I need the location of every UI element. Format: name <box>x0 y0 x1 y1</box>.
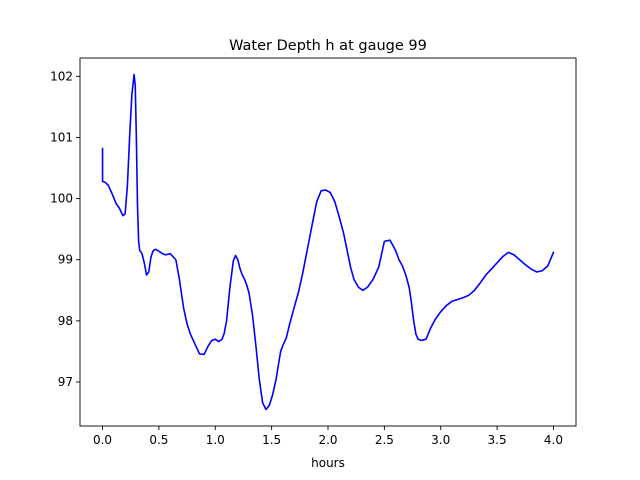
chart-title: Water Depth h at gauge 99 <box>229 38 427 54</box>
x-tick-label: 4.0 <box>544 433 563 447</box>
y-tick-label: 101 <box>50 130 73 144</box>
plot-area <box>79 57 577 427</box>
x-tick-label: 2.0 <box>318 433 337 447</box>
y-tick-label: 97 <box>58 375 73 389</box>
x-tick-label: 1.0 <box>206 433 225 447</box>
series-line <box>101 73 555 411</box>
x-axis-label: hours <box>311 456 345 470</box>
plot-background <box>80 58 576 426</box>
x-tick-label: 3.5 <box>488 433 507 447</box>
x-tick-label: 0.0 <box>93 433 112 447</box>
y-axis-ticks: 97 98 99 100 101 102 <box>50 69 80 389</box>
x-tick-label: 3.0 <box>431 433 450 447</box>
y-tick-label: 98 <box>58 314 73 328</box>
x-tick-label: 1.5 <box>262 433 281 447</box>
y-tick-label: 102 <box>50 69 73 83</box>
y-tick-label: 99 <box>58 253 73 267</box>
x-axis-ticks: 0.0 0.5 1.0 1.5 2.0 2.5 3.0 3.5 4.0 <box>93 426 563 447</box>
x-tick-label: 2.5 <box>375 433 394 447</box>
y-tick-label: 100 <box>50 192 73 206</box>
x-tick-label: 0.5 <box>149 433 168 447</box>
